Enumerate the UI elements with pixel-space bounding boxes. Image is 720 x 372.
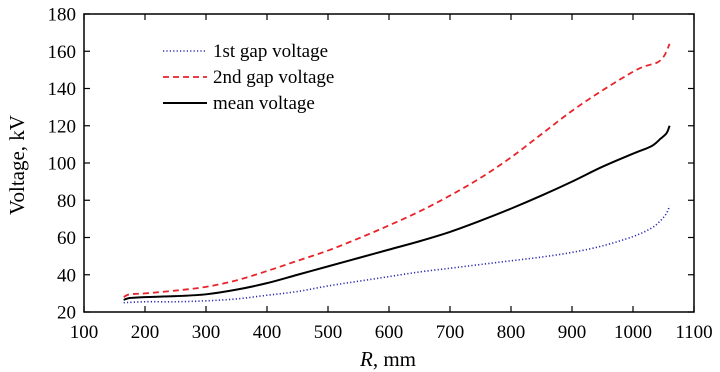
legend: 1st gap voltage 2nd gap voltage mean vol… — [163, 41, 334, 114]
y-tick-label: 60 — [57, 228, 76, 249]
x-tick-label: 800 — [497, 322, 526, 343]
series-1st-gap-voltage — [123, 205, 671, 304]
axis-ticks — [83, 13, 695, 313]
x-tick-label: 1000 — [614, 322, 652, 343]
x-axis-unit: , mm — [373, 347, 416, 371]
plot-area — [83, 13, 695, 313]
series-mean-voltage — [123, 125, 671, 301]
x-axis-title: R, mm — [359, 347, 416, 371]
x-tick-label: 600 — [375, 322, 404, 343]
y-tick-label: 140 — [48, 79, 77, 100]
x-axis-variable: R — [359, 347, 373, 371]
y-tick-label: 160 — [48, 42, 77, 63]
legend-label-mean: mean voltage — [213, 93, 315, 114]
x-tick-labels: 100 200 300 400 500 600 700 800 900 1000 1100 — [70, 322, 713, 343]
x-tick-label: 300 — [192, 322, 221, 343]
y-tick-label: 120 — [48, 116, 77, 137]
x-tick-label: 1100 — [675, 322, 712, 343]
legend-label-1st-gap: 1st gap voltage — [213, 41, 328, 62]
x-tick-label: 900 — [558, 322, 587, 343]
y-tick-label: 40 — [57, 265, 76, 286]
x-tick-label: 500 — [314, 322, 343, 343]
x-tick-label: 700 — [436, 322, 465, 343]
x-tick-label: 400 — [253, 322, 282, 343]
x-tick-label: 200 — [131, 322, 160, 343]
plot-frame — [83, 13, 695, 313]
legend-label-2nd-gap: 2nd gap voltage — [213, 67, 334, 88]
y-tick-label: 100 — [48, 154, 77, 175]
y-tick-label: 80 — [57, 191, 76, 212]
y-axis-title: Voltage, kV — [5, 115, 29, 215]
y-tick-label: 20 — [57, 303, 76, 324]
x-tick-label: 100 — [70, 322, 99, 343]
y-tick-labels: 20 40 60 80 100 120 140 160 180 — [48, 5, 77, 324]
series-2nd-gap-voltage — [123, 43, 671, 298]
y-tick-label: 180 — [48, 5, 77, 26]
